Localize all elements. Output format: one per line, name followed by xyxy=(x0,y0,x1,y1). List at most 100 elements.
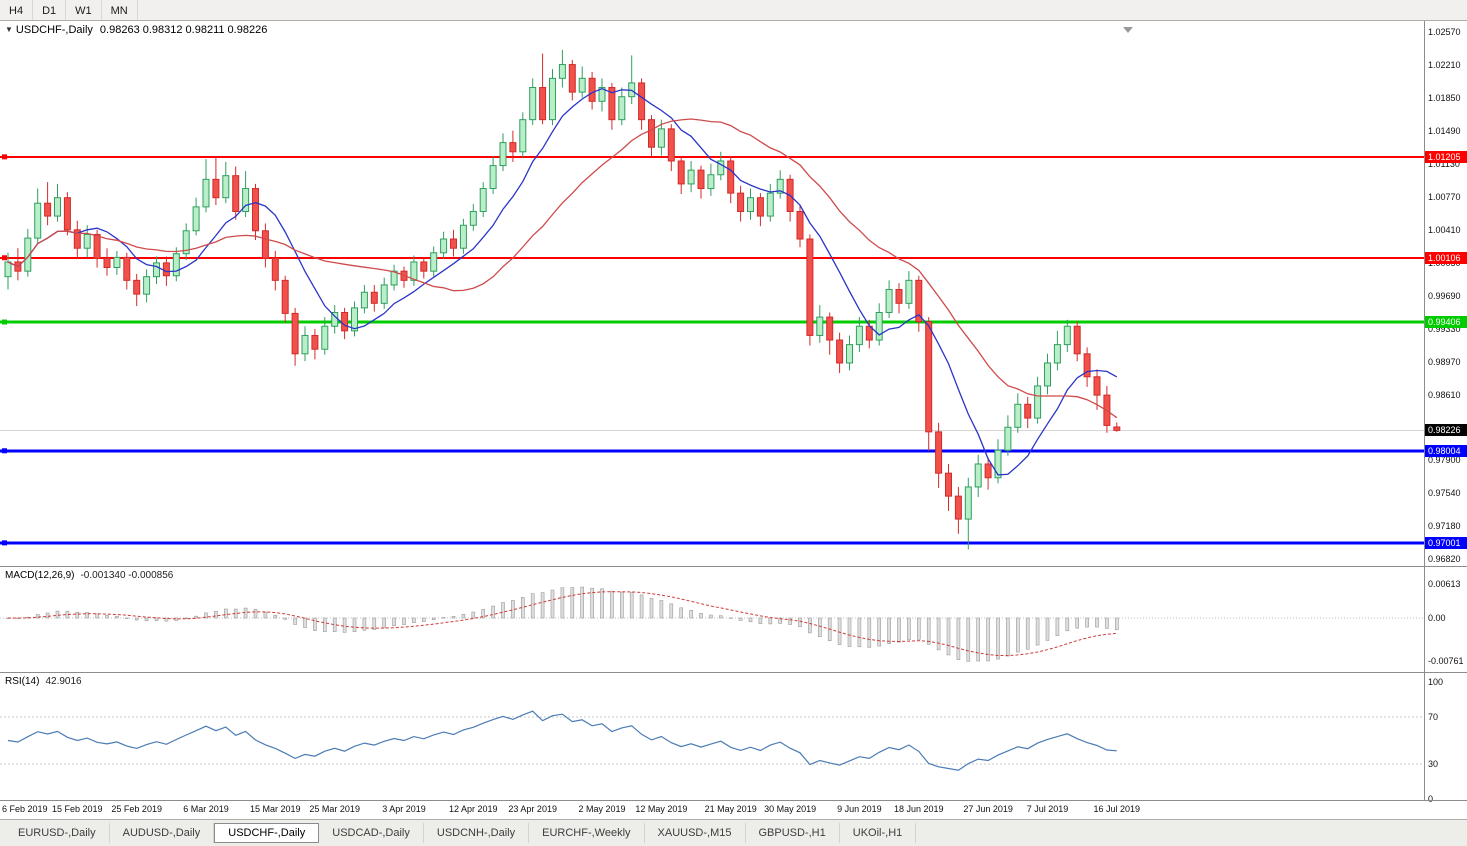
date-tick: 15 Feb 2019 xyxy=(52,804,103,814)
candle-body xyxy=(539,87,547,121)
macd-bar xyxy=(352,617,357,632)
macd-bar xyxy=(194,615,198,619)
panel-separator[interactable] xyxy=(0,800,1467,801)
macd-bar xyxy=(788,617,792,625)
candle-body xyxy=(796,210,804,240)
candle-body xyxy=(1073,325,1081,355)
candle-body xyxy=(242,188,250,212)
macd-bar xyxy=(976,617,981,662)
macd-bar xyxy=(619,591,624,619)
macd-bar xyxy=(986,617,990,662)
date-tick: 12 May 2019 xyxy=(635,804,688,814)
candle-body xyxy=(509,142,517,153)
macd-bar xyxy=(134,617,139,621)
tab-xauusd-m15[interactable]: XAUUSD-,M15 xyxy=(645,823,746,843)
candle-body xyxy=(707,174,715,190)
price-tick: 0.99690 xyxy=(1428,290,1461,301)
macd-bar xyxy=(808,617,812,634)
macd-bar xyxy=(392,617,396,627)
candle-body xyxy=(747,197,754,212)
timeframe-h4-button[interactable]: H4 xyxy=(0,0,34,20)
macd-bar xyxy=(689,610,693,619)
price-scale[interactable]: 0.98226 1.02570 1.02210 1.01850 1.01490 1.01… xyxy=(1424,21,1467,804)
macd-scale-tick: 0.00613 xyxy=(1428,578,1461,589)
candle-body xyxy=(756,197,764,217)
candle-body xyxy=(123,256,131,281)
date-tick: 21 May 2019 xyxy=(704,804,757,814)
macd-bar xyxy=(243,607,248,619)
line-left-handle[interactable] xyxy=(2,540,7,546)
candle-body xyxy=(1004,426,1012,451)
candle-body xyxy=(1053,344,1061,364)
macd-scale-tick: 0.00 xyxy=(1428,613,1446,623)
chart-collapse-icon[interactable]: ▼ xyxy=(5,25,13,34)
panel-separator[interactable] xyxy=(0,566,1467,567)
timeframe-mn-button[interactable]: MN xyxy=(102,0,138,20)
macd-bar xyxy=(154,617,159,621)
tab-gbpusd-h1[interactable]: GBPUSD-,H1 xyxy=(746,823,840,843)
timeframe-d1-button[interactable]: D1 xyxy=(33,0,67,20)
tab-eurusd-daily[interactable]: EURUSD-,Daily xyxy=(5,823,110,843)
current-price-label: 0.98226 xyxy=(1425,424,1467,437)
macd-bar xyxy=(412,617,416,623)
candle-body xyxy=(172,253,180,277)
macd-bar xyxy=(1045,617,1050,641)
candle-body xyxy=(281,279,289,314)
date-tick: 6 Feb 2019 xyxy=(2,804,48,814)
line-left-handle[interactable] xyxy=(2,448,7,454)
macd-bar xyxy=(748,617,753,623)
macd-scale-tick: -0.00761 xyxy=(1428,655,1464,666)
candle-body xyxy=(34,202,42,239)
macd-bar xyxy=(471,611,476,619)
rsi-panel-canvas[interactable] xyxy=(0,673,1424,800)
candle-body xyxy=(945,472,952,497)
tab-eurchf-weekly[interactable]: EURCHF-,Weekly xyxy=(529,823,645,843)
candle-body xyxy=(390,270,398,286)
chart-tabs-bar: EURUSD-,Daily AUDUSD-,Daily USDCHF-,Daily U… xyxy=(0,819,1467,846)
macd-bar xyxy=(125,617,129,619)
candle-body xyxy=(54,197,61,217)
tab-usdchf-daily[interactable]: USDCHF-,Daily xyxy=(214,823,320,843)
candle-body xyxy=(727,160,735,194)
line-left-handle[interactable] xyxy=(2,255,7,261)
macd-values: -0.001340 -0.000856 xyxy=(80,570,174,581)
tab-ukoil-h1[interactable]: UKOil-,H1 xyxy=(840,823,917,843)
price-chart-canvas[interactable] xyxy=(0,21,1424,566)
candle-body xyxy=(519,119,527,153)
macd-bar xyxy=(966,617,971,662)
timeframe-w1-button[interactable]: W1 xyxy=(66,0,102,20)
macd-panel-canvas[interactable] xyxy=(0,567,1424,672)
line-left-handle[interactable] xyxy=(2,154,7,160)
candle-body xyxy=(974,463,982,488)
chart-shift-marker[interactable] xyxy=(1123,27,1133,33)
macd-bar xyxy=(907,617,911,640)
price-tick: 1.02210 xyxy=(1428,59,1461,70)
candle-body xyxy=(351,307,358,332)
line-price-label: 0.99406 xyxy=(1425,316,1467,329)
candle-body xyxy=(954,495,962,520)
line-price-label: 0.98004 xyxy=(1425,444,1467,457)
macd-bar xyxy=(313,617,317,631)
line-price-label: 0.97001 xyxy=(1425,536,1467,549)
line-left-handle[interactable] xyxy=(2,319,7,325)
date-tick: 3 Apr 2019 xyxy=(382,804,426,814)
candle-body xyxy=(1014,403,1022,428)
candle-body xyxy=(341,311,349,332)
time-scale[interactable]: 6 Feb 2019 15 Feb 2019 25 Feb 2019 6 Mar 20… xyxy=(0,801,1424,819)
tab-usdcnh-daily[interactable]: USDCNH-,Daily xyxy=(424,823,530,843)
tab-usdcad-daily[interactable]: USDCAD-,Daily xyxy=(319,823,424,843)
tab-audusd-daily[interactable]: AUDUSD-,Daily xyxy=(110,823,215,843)
macd-bar xyxy=(639,594,644,619)
timeframe-toolbar: H4 D1 W1 MN xyxy=(0,0,1467,21)
candle-body xyxy=(4,261,12,278)
candle-body xyxy=(766,192,774,217)
candle-body xyxy=(717,160,725,176)
macd-bar xyxy=(778,617,783,624)
candle-body xyxy=(855,325,863,346)
candle-body xyxy=(588,77,596,102)
macd-bar xyxy=(214,610,218,619)
chart-ohlc-values: 0.98263 0.98312 0.98211 0.98226 xyxy=(99,24,268,36)
macd-bar xyxy=(768,617,773,625)
panel-separator[interactable] xyxy=(0,672,1467,673)
date-tick: 16 Jul 2019 xyxy=(1093,804,1141,814)
